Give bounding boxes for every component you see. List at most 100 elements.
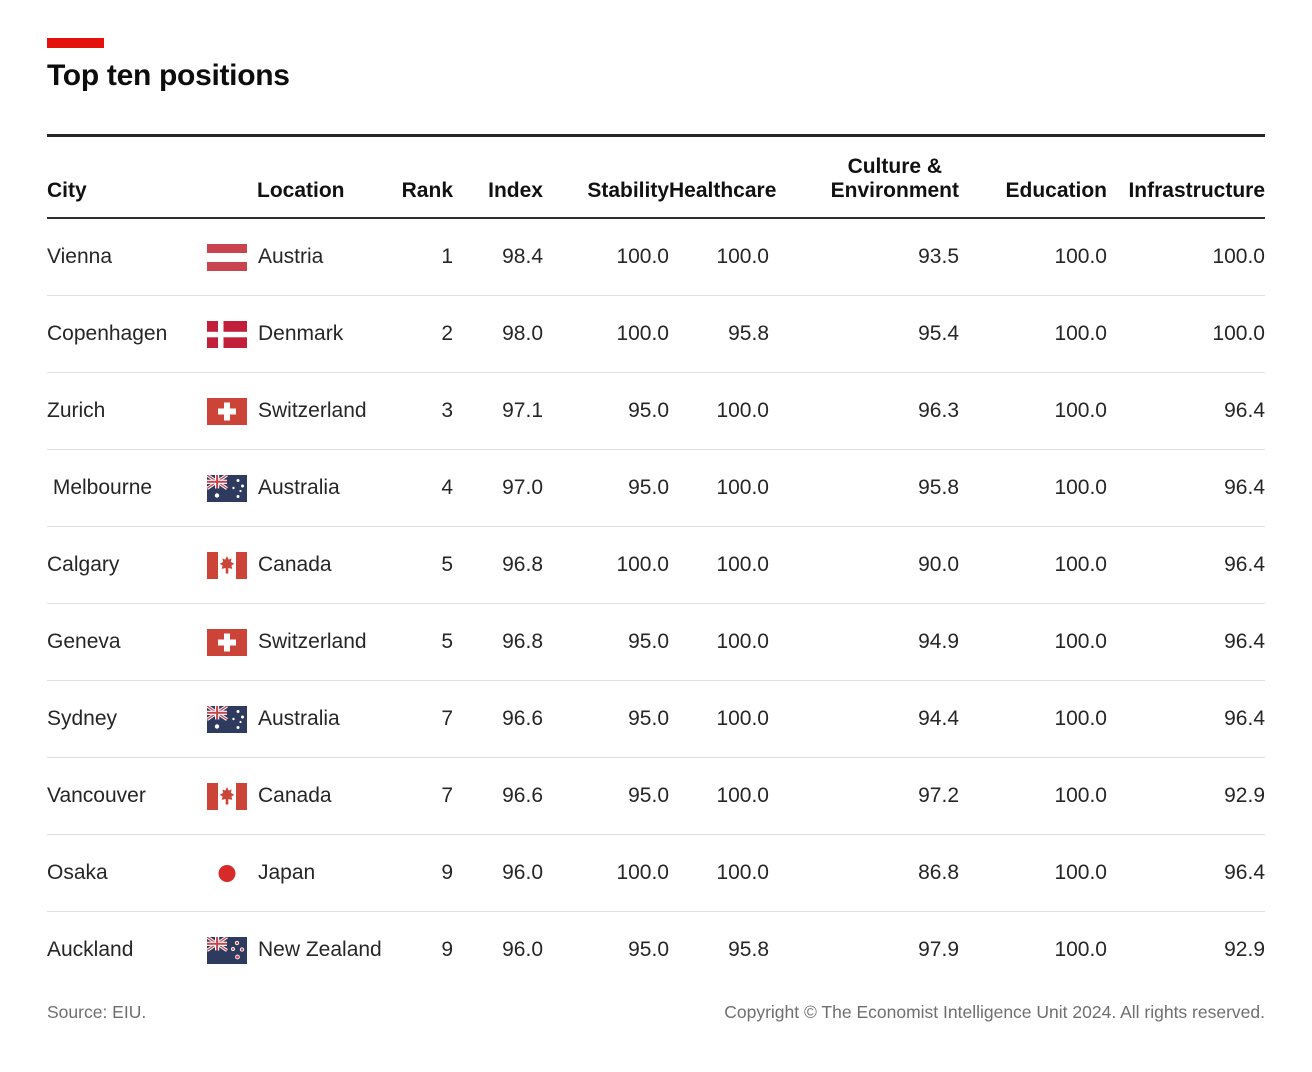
cell-index: 96.8	[453, 526, 543, 605]
table-header: City Location Rank Index Stability Healthcare…	[47, 137, 1265, 220]
cell-education: 100.0	[959, 680, 1107, 759]
cell-location: Canada	[207, 757, 385, 836]
cell-location: Australia	[207, 680, 385, 759]
country-name: Canada	[258, 553, 332, 577]
cell-infrastructure: 92.9	[1224, 938, 1265, 962]
cell-culture-environment: 86.8	[769, 834, 959, 913]
cell-city: Calgary	[47, 526, 207, 605]
cell-city: Zurich	[47, 372, 207, 451]
cell-infrastructure: 92.9	[1107, 757, 1265, 836]
cell-stability: 100.0	[543, 526, 669, 605]
cell-healthcare: 100.0	[669, 218, 769, 297]
table-row-calgary: Calgary Canada 5 96.8 100.0 100.0 90.0 100.0 96.…	[47, 526, 1265, 605]
cell-education: 100.0	[959, 834, 1107, 913]
cell-index: 96.0	[502, 938, 543, 962]
cell-culture-environment: 97.9	[918, 938, 959, 962]
table-row-osaka: Osaka Japan 9 96.0 100.0 100.0 86.8 100.0 96.4	[47, 834, 1265, 913]
column-header-line: Culture &	[847, 155, 943, 178]
cell-city: Sydney	[47, 680, 207, 759]
cell-infrastructure: 96.4	[1107, 834, 1265, 913]
cell-index: 98.0	[453, 295, 543, 374]
source-note: Source: EIU.	[47, 1002, 147, 1023]
country-name: Switzerland	[258, 399, 367, 423]
cell-city: Melbourne	[47, 449, 207, 528]
cell-education: 100.0	[959, 218, 1107, 297]
cell-healthcare: 100.0	[669, 680, 769, 759]
cell-stability: 95.0	[543, 603, 669, 682]
column-header-rank: Rank	[385, 137, 453, 220]
cell-healthcare: 100.0	[669, 603, 769, 682]
country-name: Denmark	[258, 322, 344, 346]
cell-index: 96.6	[453, 680, 543, 759]
cell-education: 100.0	[959, 757, 1107, 836]
cell-city: Geneva	[47, 603, 207, 682]
cell-location: Australia	[207, 449, 385, 528]
cell-city: Vienna	[47, 218, 207, 297]
cell-education: 100.0	[959, 603, 1107, 682]
cell-stability: 95.0	[543, 680, 669, 759]
table-body: Vienna Austria 1 98.4 100.0 100.0 93.5 100.0 100…	[47, 218, 1265, 988]
cell-culture-environment: 95.4	[769, 295, 959, 374]
cell-culture-environment: 94.4	[769, 680, 959, 759]
country-name: Austria	[258, 245, 324, 269]
cell-infrastructure: 96.4	[1107, 449, 1265, 528]
cell-infrastructure: 100.0	[1107, 218, 1265, 297]
cell-index: 96.6	[453, 757, 543, 836]
column-header-city: City	[47, 137, 207, 220]
cell-infrastructure: 96.4	[1107, 526, 1265, 605]
cell-infrastructure: 100.0	[1107, 295, 1265, 374]
table-row-sydney: Sydney Australia 7 96.6 95.0 100.0 94.4 100.0 96…	[47, 680, 1265, 759]
cell-rank: 9	[385, 834, 453, 913]
country-name: Australia	[258, 707, 340, 731]
cell-culture-environment: 95.8	[769, 449, 959, 528]
cell-healthcare: 100.0	[669, 757, 769, 836]
australia-flag-icon	[207, 474, 247, 502]
table-row-melbourne: Melbourne Australia 4 97.0 95.0 100.0 95.8 100.…	[47, 449, 1265, 528]
column-header-infrastructure: Infrastructure	[1107, 137, 1265, 220]
table-row-zurich: Zurich Switzerland 3 97.1 95.0 100.0 96.3 100.0…	[47, 372, 1265, 451]
canada-flag-icon	[207, 782, 247, 810]
cell-culture-environment: 96.3	[769, 372, 959, 451]
cell-index: 96.8	[453, 603, 543, 682]
cell-education: 100.0	[959, 449, 1107, 528]
switzerland-flag-icon	[207, 397, 247, 425]
cell-healthcare: 100.0	[669, 526, 769, 605]
cell-stability: 95.0	[628, 938, 669, 962]
cell-culture-environment: 94.9	[769, 603, 959, 682]
rankings-table: City Location Rank Index Stability Healthcare…	[47, 137, 1265, 988]
table-row-geneva: Geneva Switzerland 5 96.8 95.0 100.0 94.9 100.0…	[47, 603, 1265, 682]
column-header-index: Index	[453, 137, 543, 220]
cell-index: 97.0	[453, 449, 543, 528]
cell-healthcare: 100.0	[669, 834, 769, 913]
cell-location: Austria	[207, 218, 385, 297]
cell-culture-environment: 90.0	[769, 526, 959, 605]
cell-city: Osaka	[47, 834, 207, 913]
cell-location: Canada	[207, 526, 385, 605]
country-name: New Zealand	[258, 938, 382, 962]
cell-healthcare: 100.0	[669, 449, 769, 528]
switzerland-flag-icon	[207, 628, 247, 656]
cell-rank: 5	[385, 603, 453, 682]
cell-healthcare: 95.8	[728, 938, 769, 962]
cell-infrastructure: 96.4	[1107, 372, 1265, 451]
cell-rank: 7	[385, 680, 453, 759]
cell-healthcare: 95.8	[669, 295, 769, 374]
table-row-auckland: Auckland New Zealand 9 96.0 95.0 95.8 97.9 100.…	[47, 912, 1265, 989]
cell-location: Switzerland	[207, 603, 385, 682]
cell-location: Denmark	[207, 295, 385, 374]
cell-stability: 100.0	[543, 834, 669, 913]
top-rule	[47, 134, 1265, 137]
denmark-flag-icon	[207, 320, 247, 348]
column-header-healthcare: Healthcare	[669, 137, 776, 220]
cell-rank: 3	[385, 372, 453, 451]
table-header-row: City Location Rank Index Stability Healthcare…	[47, 137, 1265, 220]
country-name: Switzerland	[258, 630, 367, 654]
table-row-vienna: Vienna Austria 1 98.4 100.0 100.0 93.5 100.0 100…	[47, 218, 1265, 297]
cell-rank: 4	[385, 449, 453, 528]
column-header-stability: Stability	[543, 137, 669, 220]
cell-index: 98.4	[453, 218, 543, 297]
cell-location: New Zealand	[207, 912, 385, 989]
cell-culture-environment: 97.2	[769, 757, 959, 836]
column-header-education: Education	[959, 137, 1107, 220]
cell-stability: 100.0	[543, 295, 669, 374]
